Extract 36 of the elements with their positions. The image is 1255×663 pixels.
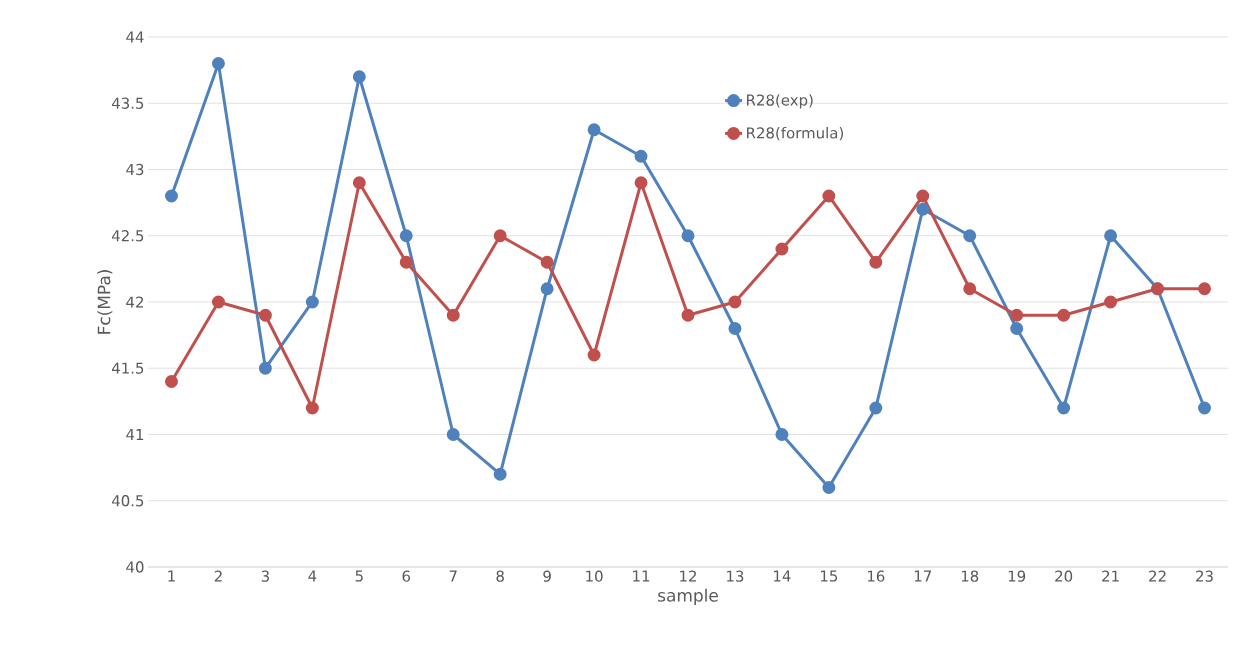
x-tick-label: 23: [1196, 570, 1213, 582]
legend-label: R28(formula): [747, 127, 843, 141]
x-tick-label: 19: [1008, 570, 1026, 582]
x-tick-label: 6: [402, 570, 411, 582]
x-tick-label: 8: [496, 570, 504, 582]
x-tick-label: 3: [261, 570, 269, 582]
y-tick-label: 43.5: [111, 97, 144, 109]
x-tick-label: 2: [214, 570, 222, 582]
y-tick-label: 41: [126, 429, 144, 440]
x-tick-label: 21: [1102, 570, 1119, 582]
y-tick-label: 43: [126, 163, 144, 176]
x-tick-label: 18: [961, 570, 979, 582]
x-tick-label: 13: [727, 570, 744, 582]
x-axis-title: sample: [658, 588, 718, 606]
x-tick-label: 12: [680, 570, 697, 582]
x-tick-label: 10: [586, 570, 603, 582]
x-tick-label: 11: [633, 570, 650, 582]
x-tick-label: 4: [308, 570, 317, 582]
legend-label: R28(exp): [747, 94, 813, 109]
y-tick-label: 40.5: [111, 495, 144, 507]
y-tick-label: 42: [126, 296, 143, 308]
x-tick-label: 1: [168, 570, 175, 582]
y-tick-label: 42.5: [111, 230, 144, 242]
x-tick-label: 14: [774, 570, 791, 582]
y-tick-label: 40: [126, 561, 144, 573]
x-tick-label: 15: [821, 570, 838, 582]
x-tick-label: 5: [355, 570, 363, 582]
y-tick-label: 44: [126, 31, 144, 43]
y-tick-label: 41.5: [111, 362, 144, 374]
x-tick-label: 22: [1149, 570, 1166, 582]
x-tick-label: 16: [867, 570, 885, 582]
x-tick-label: 17: [914, 570, 932, 582]
x-tick-label: 7: [449, 570, 457, 582]
y-axis-title: Fc(MPa): [97, 270, 113, 334]
x-tick-label: 20: [1055, 570, 1073, 582]
x-tick-label: 9: [543, 570, 551, 582]
